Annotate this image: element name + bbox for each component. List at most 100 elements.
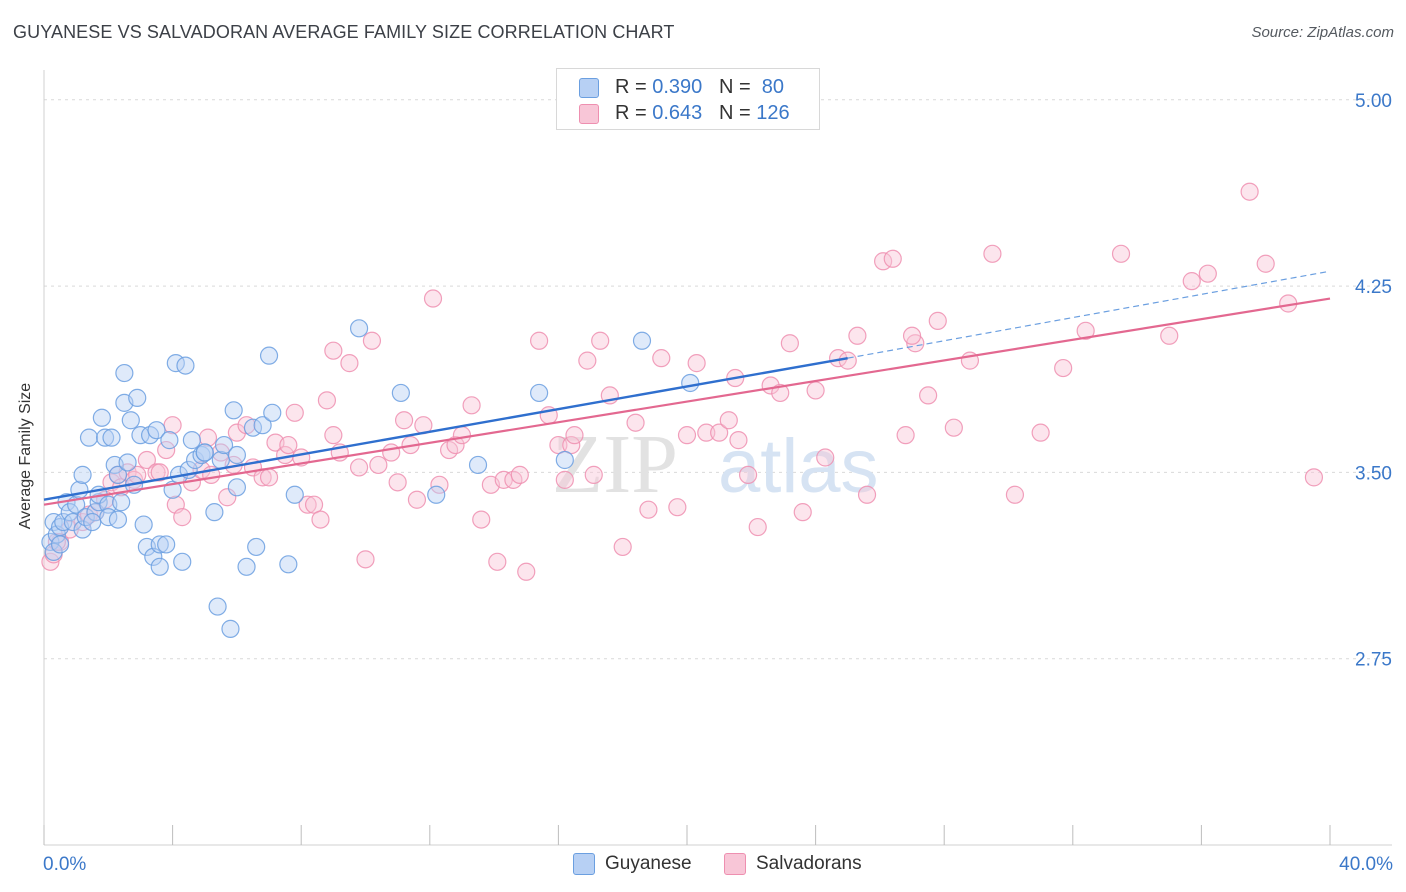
series-swatch-guyanese (573, 853, 595, 875)
guyanese-point (112, 493, 131, 512)
salvadoran-point (1054, 358, 1073, 378)
guyanese-point (54, 512, 73, 532)
salvadoran-point (311, 510, 330, 529)
legend-r-value: 0.643 (652, 102, 703, 124)
guyanese-point (247, 537, 266, 557)
legend-swatch-guyanese (579, 78, 599, 98)
salvadoran-point (1240, 182, 1259, 201)
salvadoran-point (639, 500, 658, 519)
salvadoran-point (150, 463, 169, 482)
guyanese-point (211, 450, 230, 470)
salvadoran-point (983, 244, 1002, 263)
salvadoran-point (687, 354, 706, 373)
salvadoran-point (198, 428, 218, 447)
guyanese-point (44, 542, 63, 561)
series-swatch-salvadoran (724, 853, 746, 875)
salvadoran-point (1111, 244, 1131, 263)
salvadoran-point (748, 517, 767, 537)
salvadoran-point (1031, 423, 1050, 442)
salvadoran-point (555, 470, 574, 489)
salvadoran-point (578, 351, 597, 370)
series-legend: Guyanese Salvadorans (0, 852, 1406, 878)
salvadoran-point (446, 435, 465, 455)
guyanese-point (102, 428, 121, 447)
salvadoran-point (517, 562, 536, 581)
salvadoran-point (279, 435, 298, 455)
tick-labels: 2.75 3.50 4.25 5.00 0.0% 40.0% (43, 91, 1393, 875)
salvadoran-point (919, 386, 938, 405)
salvadoran-point (259, 468, 279, 487)
guyanese-point (160, 431, 179, 450)
guyanese-point (118, 453, 137, 472)
guyanese-trend-line (43, 356, 848, 501)
guyanese-point (150, 557, 169, 576)
guyanese-point (115, 363, 134, 383)
salvadoran-point (452, 426, 472, 445)
guyanese-point (73, 465, 92, 484)
salvadoran-point (806, 381, 825, 400)
salvadoran-point (771, 383, 790, 403)
guyanese-point (214, 435, 234, 455)
salvadoran-point (324, 341, 343, 360)
y-axis-label: Average Family Size (17, 382, 34, 530)
salvadoran-point (423, 289, 443, 308)
salvadoran-point (47, 532, 66, 552)
guyanese-point (253, 416, 272, 435)
salvadoran-point (902, 326, 922, 345)
salvadoran-point (430, 475, 449, 494)
guyanese-point (150, 535, 169, 554)
salvadoran-point (369, 455, 388, 475)
guyanese-point (95, 428, 115, 447)
series-label-guyanese: Guyanese (605, 853, 692, 874)
guyanese-point (237, 557, 256, 576)
guyanese-point (121, 411, 140, 430)
salvadoran-point (944, 418, 963, 437)
salvadoran-point (613, 537, 632, 557)
guyanese-point (134, 515, 153, 534)
salvadoran-point (626, 413, 645, 432)
salvadoran-point (510, 465, 529, 484)
legend-swatch-salvadoran (579, 104, 599, 124)
salvadoran-point (173, 508, 192, 527)
guyanese-point (681, 373, 700, 393)
salvadoran-point (729, 431, 748, 450)
guyanese-point (173, 552, 192, 571)
guyanese-point (632, 331, 652, 350)
guyanese-point (221, 619, 240, 638)
guyanese-point (555, 450, 574, 470)
guyanese-point (128, 388, 147, 407)
salvadoran-point (1076, 321, 1095, 340)
guyanese-point (427, 485, 446, 504)
guyanese-point (208, 597, 227, 616)
y-tick-label: 4.25 (1355, 277, 1392, 298)
x-tick-label-min: 0.0% (43, 854, 86, 875)
salvadoran-point (285, 403, 304, 422)
guyanese-point (227, 478, 246, 497)
salvadoran-point (218, 488, 237, 507)
salvadoran-point (584, 465, 603, 484)
salvadoran-point (677, 426, 697, 445)
series-label-salvadoran: Salvadorans (756, 853, 862, 874)
guyanese-point (227, 445, 246, 465)
legend-n-label: N = (718, 102, 757, 124)
trend-lines (43, 270, 1331, 506)
salvadoran-point (857, 485, 877, 504)
salvadoran-point (1005, 485, 1025, 504)
guyanese-point (50, 535, 70, 554)
salvadoran-point (356, 550, 375, 569)
salvadoran-point (719, 411, 738, 430)
salvadoran-point (1198, 264, 1217, 283)
salvadoran-point (1160, 326, 1179, 345)
correlation-legend: R = 0.390 N = 80 R = 0.643 N = 126 (556, 68, 820, 130)
guyanese-point (108, 465, 128, 484)
guyanese-point (205, 503, 224, 522)
guyanese-point (259, 346, 279, 365)
salvadoran-point (738, 465, 758, 484)
salvadoran-point (137, 450, 156, 470)
guyanese-point (224, 401, 243, 420)
guyanese-point (349, 319, 369, 338)
salvadoran-point (652, 349, 671, 368)
salvadoran-point (317, 391, 337, 410)
salvadoran-point (883, 249, 902, 268)
guyanese-trend-extension (847, 270, 1331, 359)
